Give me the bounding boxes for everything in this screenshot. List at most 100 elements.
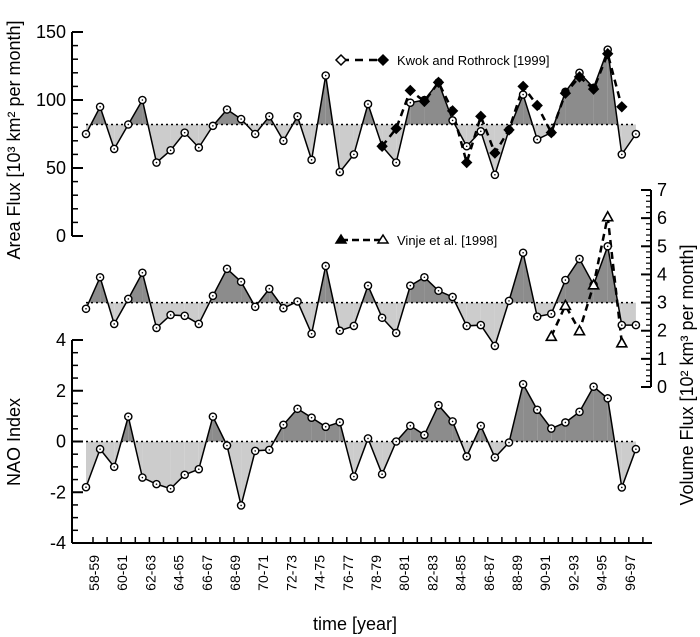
series-line [85, 49, 637, 178]
fill-above-mean [593, 49, 608, 125]
data-point-center [113, 466, 115, 468]
data-point-center [324, 265, 327, 267]
data-point-center [99, 448, 101, 450]
data-point-center [212, 125, 214, 127]
data-point-center [423, 276, 426, 279]
data-point-center [198, 468, 200, 470]
fill-above-mean [424, 82, 439, 125]
y-tick-label: 0 [56, 432, 66, 452]
data-point-center [254, 305, 256, 308]
fill-below-mean [156, 441, 171, 489]
data-point-center [226, 108, 228, 111]
data-point-center [296, 300, 299, 303]
data-point-center [367, 284, 369, 287]
kwok-marker [418, 95, 431, 108]
kwok-marker [503, 124, 515, 136]
data-point-center [99, 276, 101, 279]
fill-above-mean [311, 417, 326, 442]
fill-below-mean [617, 124, 622, 155]
data-point-center [494, 345, 496, 347]
kwok-marker [446, 105, 459, 117]
x-tick-label: 70-71 [255, 555, 271, 591]
vinje-marker [544, 329, 558, 342]
kwok-marker [573, 71, 586, 83]
y-tick-label: 6 [657, 208, 667, 228]
kwok-marker [559, 87, 572, 99]
kwok-marker [404, 84, 417, 97]
data-point-center [169, 149, 172, 152]
data-point-center [183, 131, 186, 134]
data-point-center [155, 483, 158, 485]
x-tick-label: 90-91 [537, 555, 553, 591]
fill-below-mean [466, 302, 481, 326]
vinje-marker [559, 298, 572, 311]
data-point-center [480, 130, 482, 133]
data-point-center [536, 408, 538, 411]
data-point-center [127, 415, 130, 418]
fill-layer [86, 49, 636, 506]
legend-kwok-label: Kwok and Rothrock [1999] [397, 53, 549, 68]
data-point-center [282, 140, 285, 142]
x-tick-label: 64-65 [171, 555, 187, 591]
data-point-center [522, 93, 524, 96]
data-point-center [353, 153, 355, 156]
x-tick-label: 78-79 [368, 555, 384, 591]
fill-below-mean [353, 124, 363, 155]
data-point-center [85, 486, 87, 488]
data-point-center [621, 324, 623, 326]
data-point-center [141, 271, 144, 274]
data-point-center [339, 171, 341, 173]
data-point-center [282, 423, 285, 426]
fill-above-mean [438, 290, 453, 303]
data-point-center [451, 119, 454, 122]
data-point-center [635, 133, 637, 135]
data-point-center [536, 138, 538, 141]
x-tick-label: 80-81 [396, 555, 412, 591]
data-point-center [480, 324, 482, 326]
data-point-center [381, 473, 383, 476]
data-point-center [226, 268, 228, 270]
kwok-marker [616, 101, 628, 113]
y-axis-label-area: Area Flux [10³ km² per month] [4, 20, 24, 259]
data-point-center [183, 473, 186, 476]
y-tick-label: 50 [46, 158, 66, 178]
fill-below-mean [170, 124, 185, 151]
kwok-marker [460, 156, 473, 169]
data-point-center [621, 153, 623, 156]
fill-above-mean [579, 386, 594, 442]
vinje-marker [615, 336, 629, 348]
data-point-center [409, 424, 412, 427]
data-point-center [395, 161, 398, 164]
data-point-center [437, 289, 440, 292]
fill-below-mean [142, 441, 157, 485]
data-point-center [240, 118, 242, 120]
kwok-marker [587, 83, 600, 95]
fill-above-mean [424, 277, 439, 303]
data-point-center [85, 307, 87, 310]
y-tick-label: 0 [657, 377, 667, 397]
data-point-center [353, 475, 355, 478]
fill-above-mean [410, 100, 425, 125]
data-point-center [635, 448, 637, 450]
fill-below-mean [184, 441, 199, 475]
data-point-center [353, 325, 355, 327]
y-tick-label: -4 [50, 533, 66, 553]
data-point-center [550, 313, 553, 315]
data-point-center [155, 161, 158, 164]
x-axis-label: time [year] [313, 614, 397, 634]
data-point-center [480, 424, 482, 427]
data-point-center [268, 287, 271, 290]
data-point-center [169, 487, 172, 490]
y-axis-label-nao: NAO Index [4, 398, 24, 486]
data-point-center [409, 284, 412, 287]
x-tick-label: 66-67 [199, 555, 215, 591]
data-point-center [310, 333, 313, 335]
data-point-center [381, 316, 383, 319]
data-point-center [367, 437, 369, 440]
data-point-center [522, 383, 524, 385]
legend-kwok-marker [376, 53, 390, 67]
fill-above-mean [565, 72, 580, 125]
data-point-center [198, 323, 200, 325]
data-point-center [324, 425, 327, 428]
x-tick-label: 92-93 [565, 555, 581, 591]
